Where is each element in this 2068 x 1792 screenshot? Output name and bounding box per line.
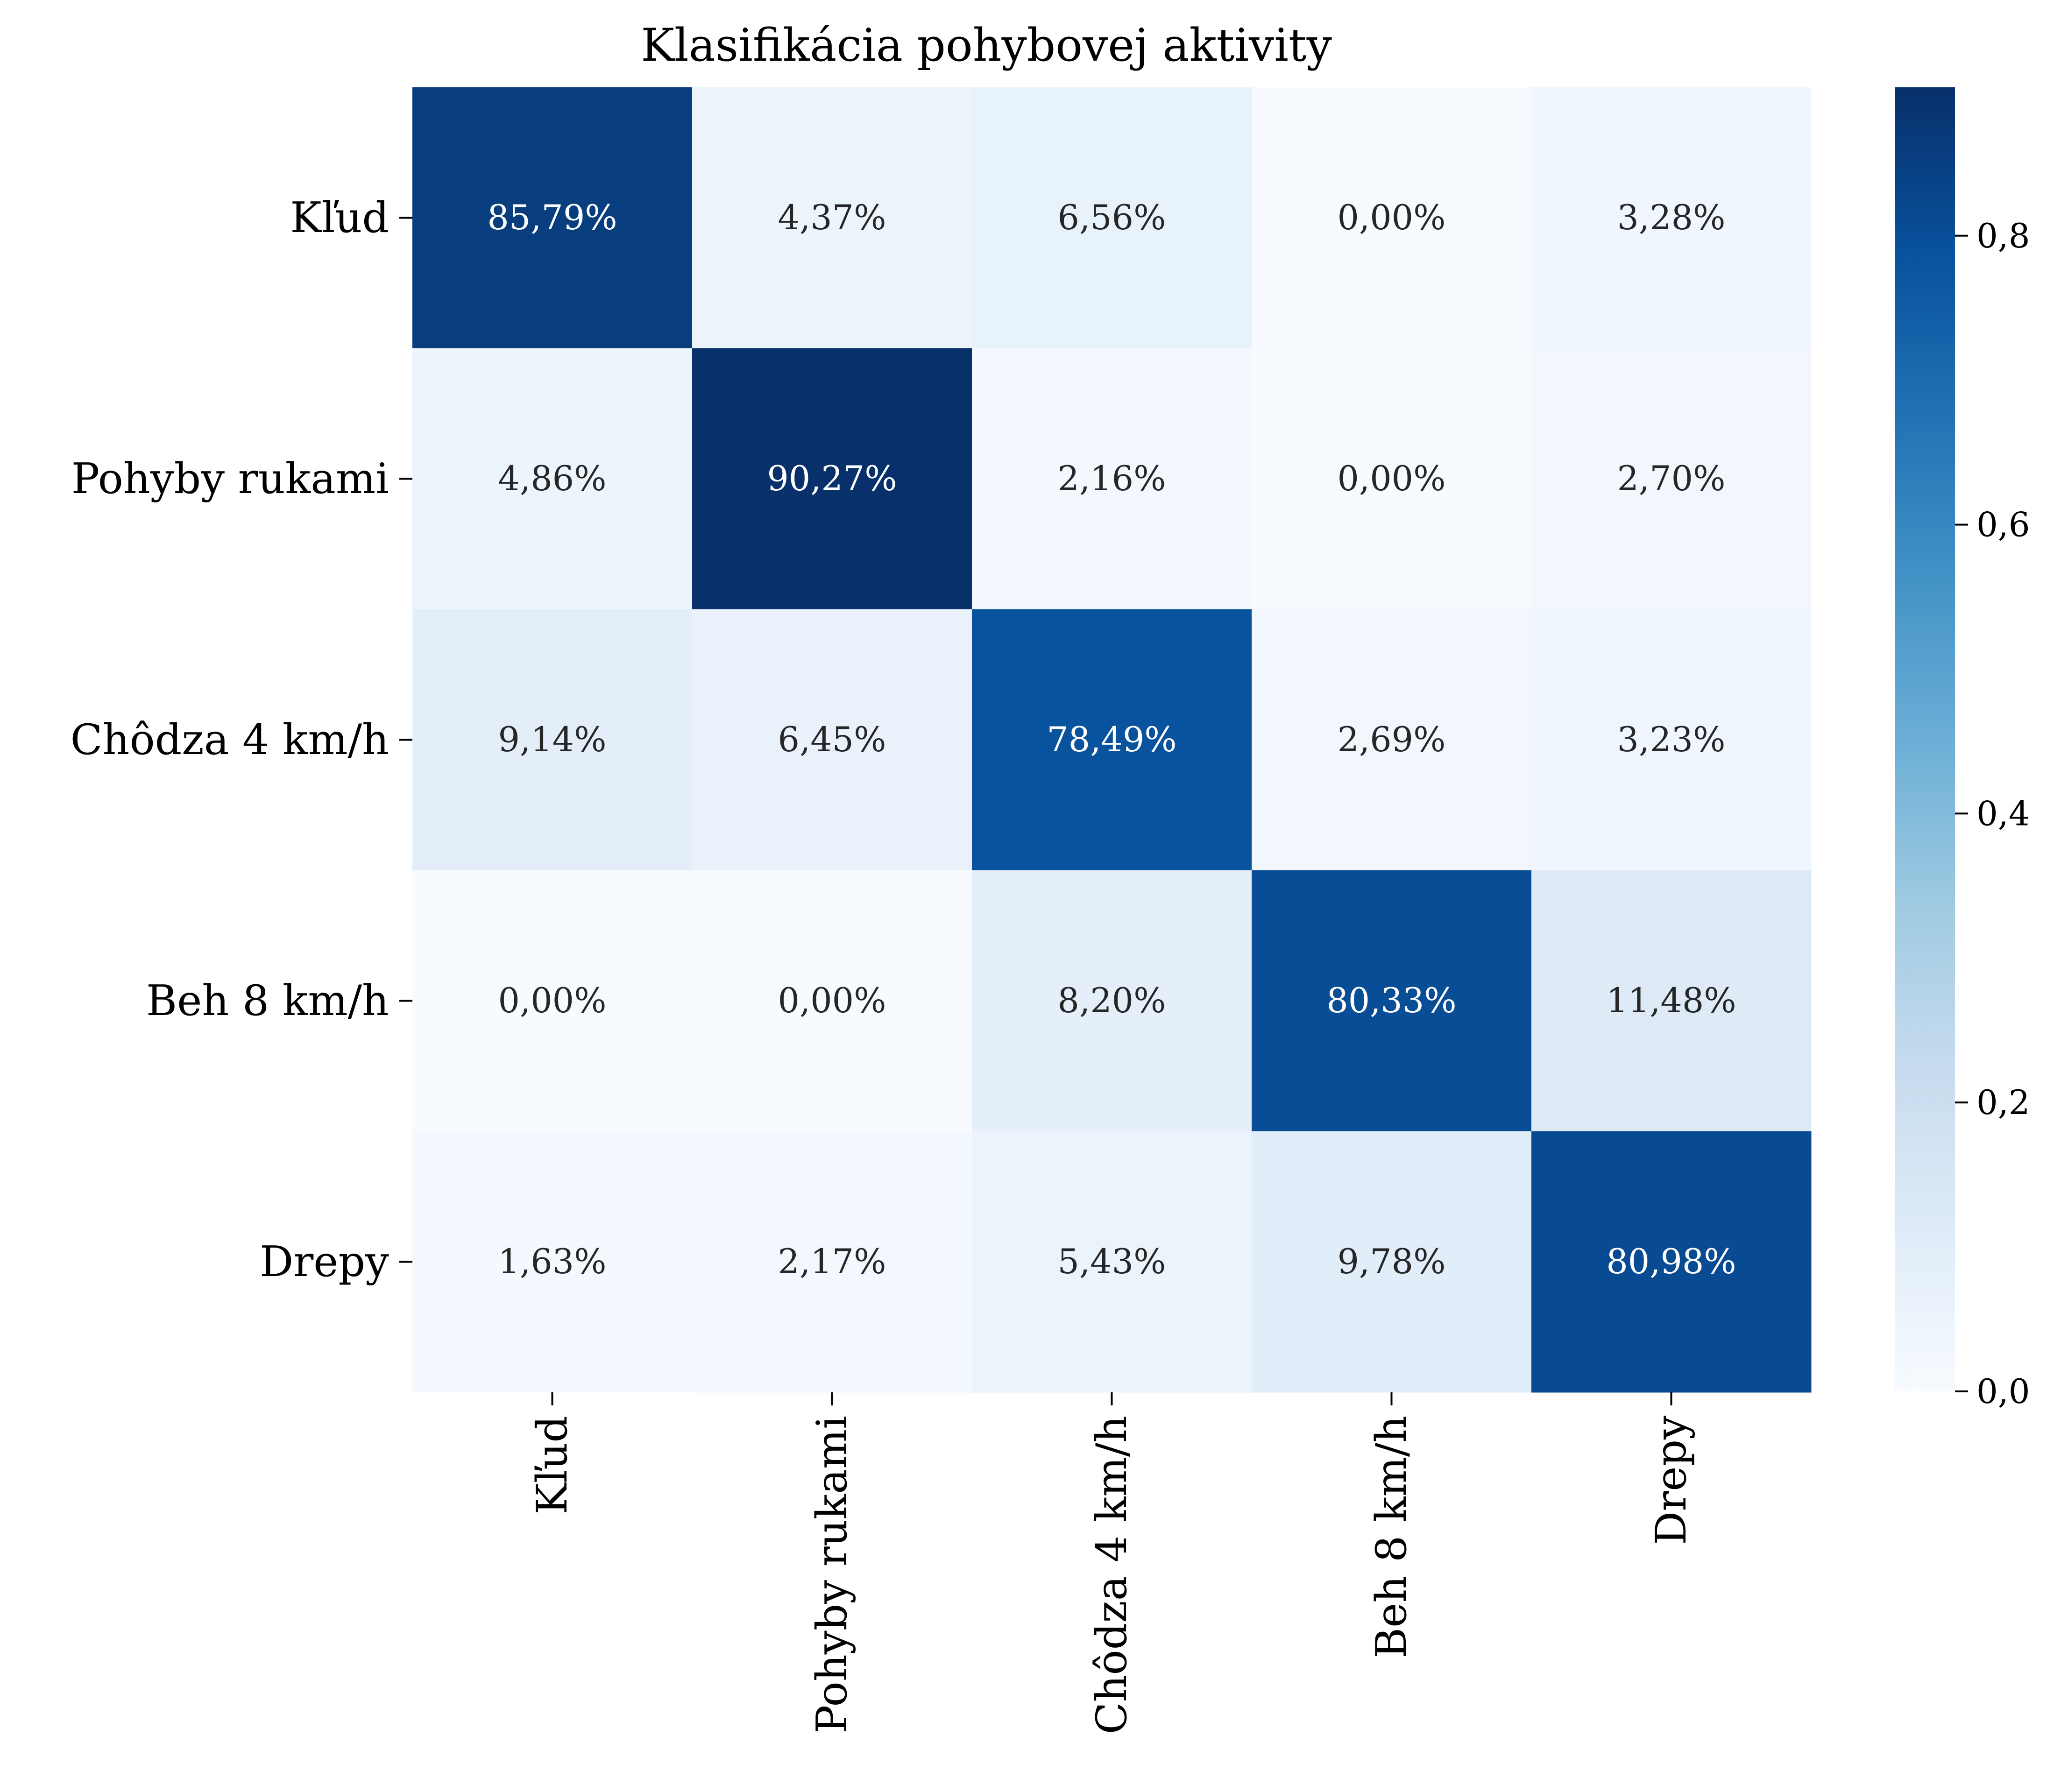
heatmap-cell <box>692 348 972 610</box>
cell-value-label: 3,23% <box>1617 720 1726 760</box>
heatmap-cell <box>412 609 693 871</box>
cell-value-label: 9,14% <box>498 720 607 760</box>
cell-value-label: 9,78% <box>1338 1242 1446 1282</box>
heatmap-cell <box>412 1131 693 1393</box>
heatmap-cell <box>972 1131 1252 1393</box>
heatmap-cell <box>412 348 693 610</box>
cell-value-label: 4,86% <box>498 459 607 499</box>
heatmap-cell <box>1531 609 1812 871</box>
colorbar-tick-label: 0,2 <box>1976 1083 2030 1122</box>
heatmap-cell <box>1531 348 1812 610</box>
cell-value-label: 3,28% <box>1617 198 1726 238</box>
heatmap-cell <box>692 870 972 1132</box>
heatmap-cell <box>972 609 1252 871</box>
colorbar-tick-label: 0,0 <box>1976 1372 2030 1411</box>
heatmap-cell <box>1252 87 1532 349</box>
y-tick-label: Pohyby rukami <box>71 454 389 503</box>
chart-title: Klasifikácia pohybovej aktivity <box>641 19 1332 71</box>
x-tick-label: Pohyby rukami <box>807 1416 857 1733</box>
heatmap-cell <box>692 1131 972 1393</box>
cell-value-label: 1,63% <box>498 1242 607 1282</box>
heatmap-cell <box>972 870 1252 1132</box>
x-tick-label: Drepy <box>1647 1416 1696 1545</box>
colorbar: 0,0 0,2 0,4 0,6 0,8 <box>1895 87 2030 1411</box>
colorbar-gradient <box>1895 87 1955 1391</box>
cell-value-label: 2,17% <box>778 1242 886 1282</box>
cell-value-label: 78,49% <box>1047 720 1176 760</box>
heatmap-cell <box>1252 609 1532 871</box>
cell-value-label: 5,43% <box>1058 1242 1166 1282</box>
cell-value-label: 6,56% <box>1058 198 1166 238</box>
cell-value-label: 4,37% <box>778 198 886 238</box>
heatmap-cell <box>1531 870 1812 1132</box>
cell-value-label: 0,00% <box>1338 198 1446 238</box>
y-tick-label: Drepy <box>260 1237 389 1286</box>
cell-value-label: 6,45% <box>778 720 886 760</box>
cell-value-label: 80,98% <box>1606 1242 1736 1282</box>
cell-value-label: 0,00% <box>498 981 607 1021</box>
colorbar-tick-label: 0,8 <box>1976 216 2030 255</box>
x-tick-label: Kľud <box>528 1416 577 1515</box>
heatmap-cell <box>412 87 693 349</box>
cell-value-label: 85,79% <box>487 198 617 238</box>
cell-value-label: 80,33% <box>1326 981 1456 1021</box>
colorbar-tick-label: 0,4 <box>1976 794 2030 833</box>
colorbar-tick-label: 0,6 <box>1976 505 2030 544</box>
y-tick-label: Beh 8 km/h <box>146 976 389 1025</box>
heatmap-cell <box>1252 1131 1532 1393</box>
x-tick-label: Beh 8 km/h <box>1367 1416 1416 1658</box>
y-tick-label: Chôdza 4 km/h <box>71 715 389 764</box>
cell-value-label: 2,16% <box>1058 459 1166 499</box>
cell-value-label: 2,69% <box>1338 720 1446 760</box>
heatmap-cell <box>412 870 693 1132</box>
x-tick-label: Chôdza 4 km/h <box>1087 1416 1136 1734</box>
cell-value-label: 0,00% <box>778 981 886 1021</box>
x-axis: Kľud Pohyby rukami Chôdza 4 km/h Beh 8 km/h… <box>528 1392 1696 1734</box>
cell-value-label: 0,00% <box>1338 459 1446 499</box>
heatmap-cell <box>1252 870 1532 1132</box>
cell-value-label: 2,70% <box>1617 459 1726 499</box>
cell-value-label: 8,20% <box>1058 981 1166 1021</box>
heatmap-cell <box>1252 348 1532 610</box>
heatmap-cell <box>692 87 972 349</box>
heatmap-cell <box>972 348 1252 610</box>
y-axis: Kľud Pohyby rukami Chôdza 4 km/h Beh 8 km/h… <box>71 193 412 1286</box>
heatmap-cells <box>412 87 1812 1393</box>
heatmap-cell-labels: 85,79% 4,37% 6,56% 0,00% 3,28% 4,86% 90,27% 2,1… <box>487 198 1736 1282</box>
heatmap-cell <box>972 87 1252 349</box>
cell-value-label: 90,27% <box>767 459 897 499</box>
cell-value-label: 11,48% <box>1606 981 1736 1021</box>
heatmap-cell <box>1531 1131 1812 1393</box>
heatmap-cell <box>1531 87 1812 349</box>
y-tick-label: Kľud <box>290 193 389 242</box>
heatmap-cell <box>692 609 972 871</box>
